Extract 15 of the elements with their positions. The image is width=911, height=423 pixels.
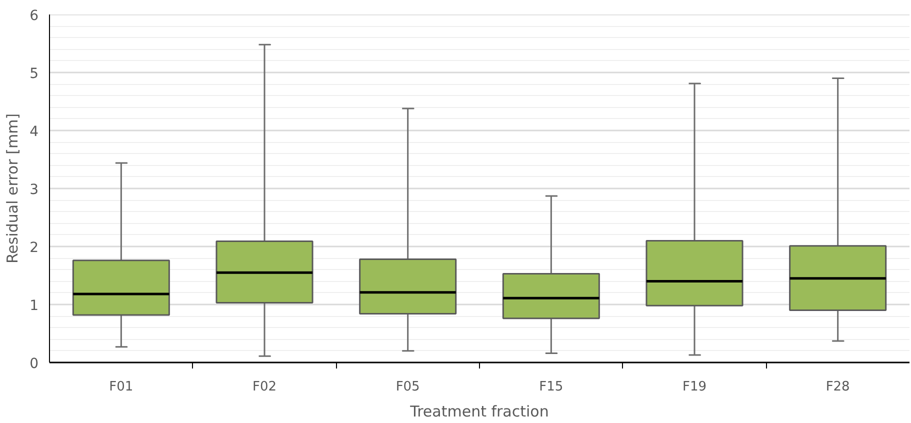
x-tick-label: F02	[252, 380, 277, 394]
x-tick-label: F15	[539, 380, 564, 394]
x-tick-label: F19	[682, 380, 707, 394]
x-axis-title: Treatment fraction	[409, 402, 549, 420]
y-tick-label: 2	[30, 240, 39, 256]
x-tick-label: F28	[826, 380, 850, 394]
y-tick-label: 6	[30, 8, 39, 24]
y-tick-label: 0	[30, 356, 39, 372]
x-tick-label: F05	[396, 380, 420, 394]
y-tick-label: 3	[30, 182, 39, 198]
y-tick-label: 4	[30, 124, 39, 140]
y-tick-label: 5	[30, 66, 39, 82]
y-tick-label: 1	[30, 298, 39, 314]
x-tick-label: F01	[109, 380, 134, 394]
y-axis-title: Residual error [mm]	[4, 113, 22, 264]
